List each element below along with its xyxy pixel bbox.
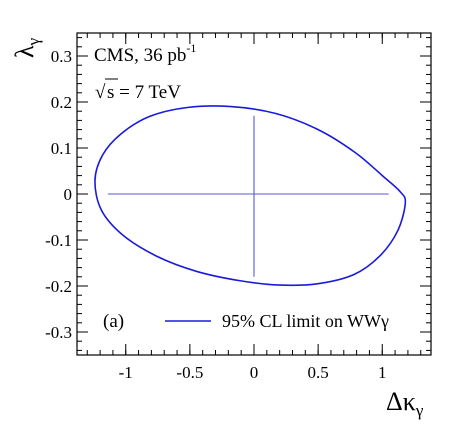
y-tick-label: 0.1 (51, 139, 72, 158)
reference-lines (107, 115, 389, 277)
y-tick-label: -0.1 (45, 231, 72, 250)
panel-label: (a) (103, 311, 124, 332)
energy-label: √ s = 7 TeV (95, 78, 181, 103)
y-tick-label: -0.2 (45, 277, 72, 296)
experiment-label: CMS, 36 pb-1 (94, 41, 196, 66)
x-tick-label: 0 (250, 363, 259, 382)
y-tick-label: 0.2 (51, 93, 72, 112)
sqrt-symbol: √ (95, 82, 106, 103)
legend-label: 95% CL limit on WWγ (222, 311, 389, 331)
y-tick-label: 0 (64, 185, 73, 204)
y-tick-label: -0.3 (45, 323, 72, 342)
x-tick-label: 1 (378, 363, 387, 382)
axis-tick-labels: -1 -0.5 0 0.5 1 -0.3 -0.2 -0.1 0 0.1 0.2 0.3 (45, 47, 386, 382)
limit-contour (94, 105, 407, 287)
x-tick-label: -0.5 (176, 363, 203, 382)
y-axis-title: λγ (10, 37, 43, 58)
x-axis-title: Δκγ (386, 387, 424, 420)
x-tick-label: -1 (119, 363, 133, 382)
energy-text: s = 7 TeV (107, 82, 181, 103)
x-tick-label: 0.5 (308, 363, 329, 382)
y-tick-label: 0.3 (51, 47, 72, 66)
axis-ticks (77, 33, 431, 355)
